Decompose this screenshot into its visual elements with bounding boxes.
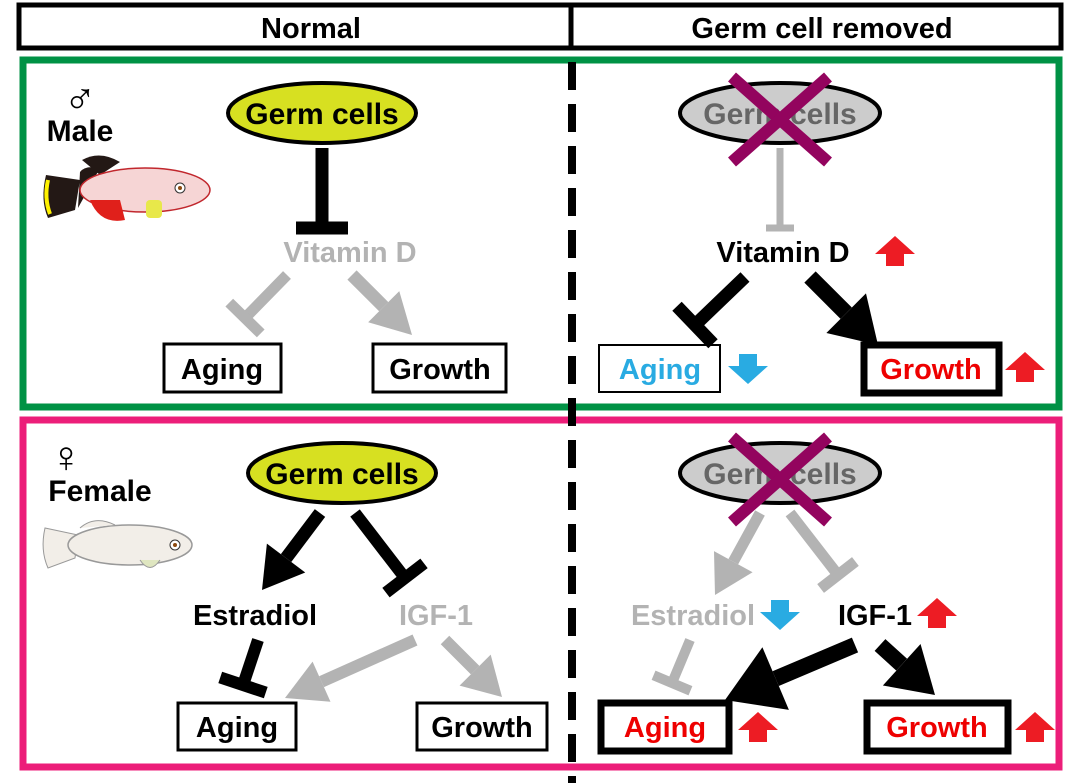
activation-line xyxy=(347,270,389,312)
activation-line xyxy=(874,639,908,671)
removed-cross-icon xyxy=(728,432,832,527)
germ-cells-node xyxy=(246,441,438,505)
aging-box xyxy=(176,701,298,752)
inhibition-line xyxy=(241,271,291,322)
aging-box xyxy=(162,342,283,394)
activation-line xyxy=(319,634,418,688)
igf-1-label: IGF-1 xyxy=(838,600,912,632)
female-label: Female xyxy=(48,475,151,508)
inhibition-line xyxy=(667,638,695,685)
arrowhead xyxy=(368,291,412,335)
male-label: Male xyxy=(47,115,114,148)
growth-label: Growth xyxy=(389,354,491,386)
growth-label: Growth xyxy=(886,712,988,744)
inhibition-bar xyxy=(225,298,265,338)
increase-arrow-icon xyxy=(738,712,778,742)
activation-line xyxy=(728,510,765,565)
aging-label: Aging xyxy=(196,712,278,744)
male-panel xyxy=(19,56,1063,411)
germ-cells-label: Germ cells xyxy=(265,458,418,491)
inhibition-bar xyxy=(817,557,859,593)
growth-box xyxy=(863,699,1012,755)
aging-label: Aging xyxy=(619,354,701,386)
arrowhead xyxy=(826,293,878,345)
aging-box xyxy=(598,344,721,393)
germ-cells-node xyxy=(226,81,418,145)
arrowhead xyxy=(262,543,306,590)
increase-arrow-icon xyxy=(875,236,915,266)
germ-cells-label: Germ cells xyxy=(245,98,398,131)
female-fish-illustration xyxy=(42,520,193,569)
aging-label: Aging xyxy=(181,354,263,386)
inhibition-bar xyxy=(672,301,718,349)
header-normal: Normal xyxy=(261,13,361,45)
aging-box xyxy=(597,699,733,755)
inhibition-line xyxy=(350,509,410,582)
vitamin-d-label: Vitamin D xyxy=(283,237,416,269)
increase-arrow-icon xyxy=(917,598,957,628)
header-germ-cell-removed: Germ cell removed xyxy=(691,13,952,45)
increase-arrow-icon xyxy=(1015,712,1055,742)
header-bar xyxy=(16,2,1064,51)
activation-line xyxy=(280,509,326,562)
female-symbol: ♀ xyxy=(50,433,83,482)
arrowhead xyxy=(725,647,789,710)
growth-label: Growth xyxy=(880,354,982,386)
growth-box xyxy=(371,342,508,394)
inhibition-bar xyxy=(382,558,428,598)
arrowhead xyxy=(882,644,935,695)
female-panel xyxy=(19,416,1063,771)
growth-box xyxy=(860,341,1003,397)
igf-1-label: IGF-1 xyxy=(399,600,473,632)
inhibition-line xyxy=(237,638,264,687)
arrowhead xyxy=(285,661,331,702)
vitamin-d-label: Vitamin D xyxy=(716,237,849,269)
inhibition-line xyxy=(690,272,750,330)
aging-label: Aging xyxy=(624,712,706,744)
arrowhead xyxy=(459,654,502,697)
removed-cross-icon xyxy=(728,72,832,167)
estradiol-label: Estradiol xyxy=(193,600,317,632)
inhibition-bar xyxy=(218,671,268,699)
activation-line xyxy=(772,637,859,686)
decrease-arrow-icon xyxy=(728,354,768,384)
activation-line xyxy=(440,635,480,675)
male-fish-illustration xyxy=(43,155,211,221)
decrease-arrow-icon xyxy=(760,600,800,630)
activation-line xyxy=(804,271,852,319)
male-symbol: ♂ xyxy=(64,73,97,122)
increase-arrow-icon xyxy=(1005,352,1045,382)
growth-label: Growth xyxy=(431,712,533,744)
estradiol-label: Estradiol xyxy=(631,600,755,632)
inhibition-bar xyxy=(651,670,693,696)
growth-box xyxy=(415,701,549,752)
arrowhead xyxy=(713,551,753,595)
inhibition-line xyxy=(785,509,843,579)
